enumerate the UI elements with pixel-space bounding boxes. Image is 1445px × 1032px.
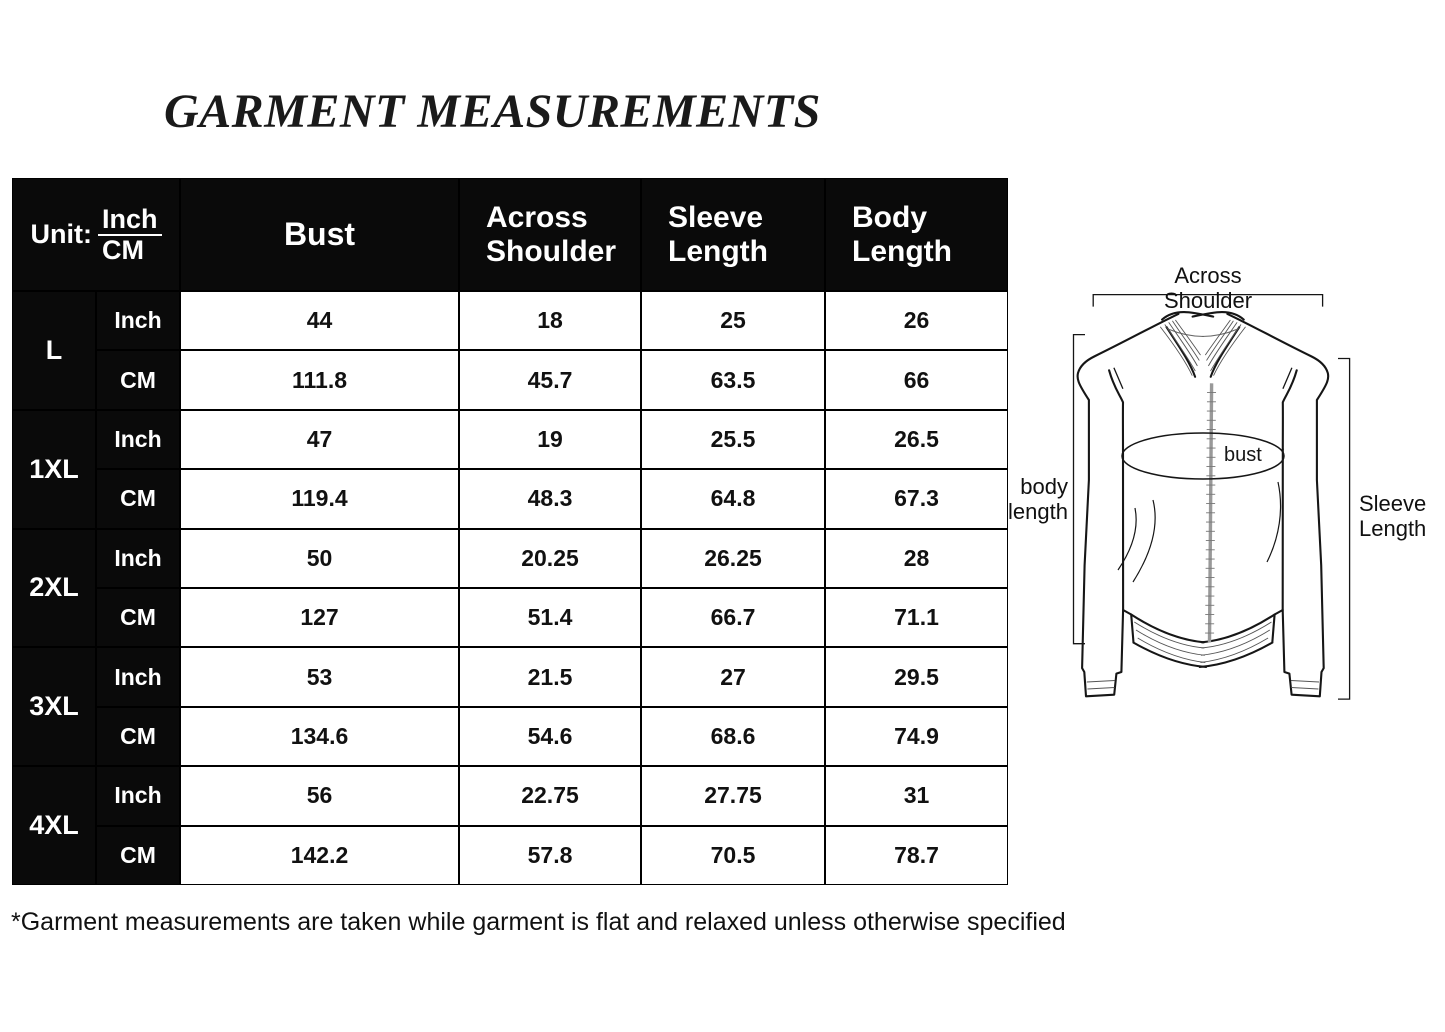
svg-text:bust: bust (1224, 444, 1262, 466)
